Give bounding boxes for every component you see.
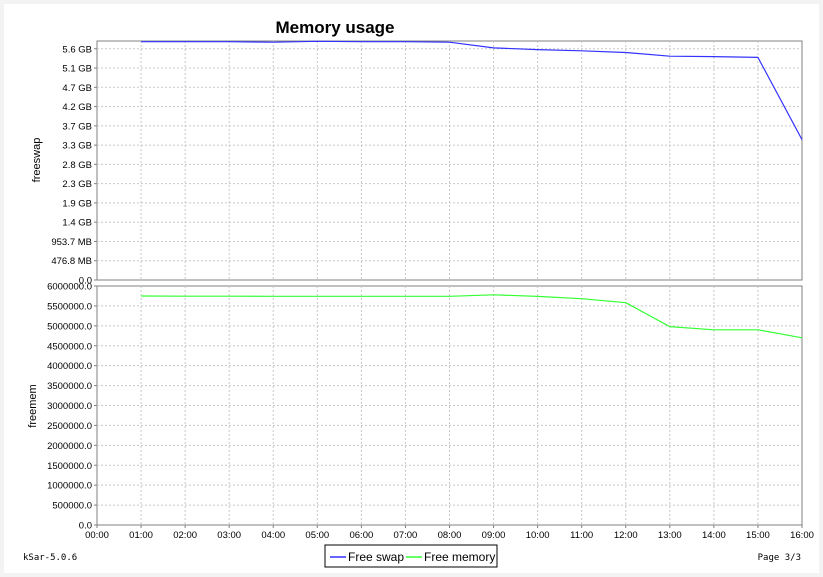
x-tick-label: 01:00 xyxy=(129,530,153,541)
freemem-plot: 0.0 500000.0 1000000.0 1500000.0 2000000.0 25… xyxy=(27,282,803,532)
x-tick-label: 13:00 xyxy=(658,530,682,541)
freeswap-y-tick-label: 2.3 GB xyxy=(62,179,92,190)
freeswap-y-tick-label: 1.9 GB xyxy=(62,198,92,209)
freeswap-y-tick-label: 4.2 GB xyxy=(62,102,92,113)
freeswap-y-axis-label: freeswap xyxy=(31,138,43,183)
free-memory-series-line xyxy=(141,294,803,339)
freemem-y-tick-label: 1500000.0 xyxy=(47,461,92,472)
legend: Free swap Free memory xyxy=(324,544,498,568)
freemem-y-tick-label: 4500000.0 xyxy=(47,341,92,352)
freeswap-plot-frame xyxy=(96,40,803,281)
chart-canvas: Memory usage 0.0 476.8 MB 953.7 MB 1.4 GB 1.… xyxy=(23,18,814,568)
freemem-y-tick-label: 0.0 xyxy=(79,521,92,532)
footer-page: Page 3/3 xyxy=(758,553,801,563)
legend-free-swap-label: Free swap xyxy=(348,550,404,564)
legend-box xyxy=(324,544,498,568)
freeswap-y-tick-label: 2.8 GB xyxy=(62,160,92,171)
x-tick-label: 04:00 xyxy=(261,530,285,541)
freemem-y-tick-label: 500000.0 xyxy=(52,501,92,512)
chart-title: Memory usage xyxy=(275,18,394,37)
x-tick-label: 10:00 xyxy=(526,530,550,541)
freemem-y-axis-label: freemem xyxy=(27,384,39,427)
freemem-y-tick-label: 2000000.0 xyxy=(47,441,92,452)
freemem-y-tick-label: 4000000.0 xyxy=(47,361,92,372)
x-tick-label: 03:00 xyxy=(217,530,241,541)
freeswap-y-tick-label: 0.0 xyxy=(79,276,92,287)
freemem-grid xyxy=(97,286,802,525)
x-tick-label: 16:00 xyxy=(790,530,814,541)
freeswap-y-tick-label: 1.4 GB xyxy=(62,218,92,229)
freeswap-y-tick-label: 5.6 GB xyxy=(62,44,92,55)
x-tick-label: 15:00 xyxy=(746,530,770,541)
x-tick-label: 11:00 xyxy=(570,530,593,541)
legend-free-memory-label: Free memory xyxy=(424,550,495,564)
chart-page: Memory usage 0.0 476.8 MB 953.7 MB 1.4 GB 1.… xyxy=(4,4,819,573)
freemem-y-tick-label: 3000000.0 xyxy=(47,401,92,412)
x-tick-label: 08:00 xyxy=(438,530,462,541)
x-tick-label: 05:00 xyxy=(305,530,329,541)
x-tick-label: 14:00 xyxy=(702,530,726,541)
footer-version: kSar-5.0.6 xyxy=(23,553,77,563)
free-swap-series-line xyxy=(141,40,803,140)
freemem-y-tick-label: 1000000.0 xyxy=(47,481,92,492)
freeswap-y-tick-label: 953.7 MB xyxy=(51,237,92,248)
freeswap-plot: 0.0 476.8 MB 953.7 MB 1.4 GB 1.9 GB 2.3 GB 2.8… xyxy=(31,40,803,287)
freemem-y-tick-label: 2500000.0 xyxy=(47,421,92,432)
freeswap-y-tick-label: 476.8 MB xyxy=(51,256,92,267)
freemem-y-tick-label: 3500000.0 xyxy=(47,381,92,392)
x-axis-ticks: 00:00 01:00 02:00 03:00 04:00 05:00 06:00 07:00… xyxy=(85,525,814,541)
freeswap-y-tick-label: 5.1 GB xyxy=(62,64,92,75)
freemem-y-ticks: 0.0 500000.0 1000000.0 1500000.0 2000000.0 25… xyxy=(47,282,97,532)
x-tick-label: 12:00 xyxy=(614,530,638,541)
freemem-y-tick-label: 5500000.0 xyxy=(47,301,92,312)
freeswap-y-tick-label: 3.3 GB xyxy=(62,141,92,152)
x-tick-label: 00:00 xyxy=(85,530,109,541)
freeswap-y-tick-label: 4.7 GB xyxy=(62,83,92,94)
x-tick-label: 02:00 xyxy=(173,530,197,541)
freemem-y-tick-label: 6000000.0 xyxy=(47,282,92,293)
freemem-y-tick-label: 5000000.0 xyxy=(47,321,92,332)
freeswap-grid xyxy=(97,41,802,280)
freeswap-y-tick-label: 3.7 GB xyxy=(62,121,92,132)
x-tick-label: 07:00 xyxy=(394,530,418,541)
x-tick-label: 09:00 xyxy=(482,530,506,541)
freeswap-y-ticks: 0.0 476.8 MB 953.7 MB 1.4 GB 1.9 GB 2.3 GB 2.8… xyxy=(51,44,97,287)
x-tick-label: 06:00 xyxy=(349,530,373,541)
